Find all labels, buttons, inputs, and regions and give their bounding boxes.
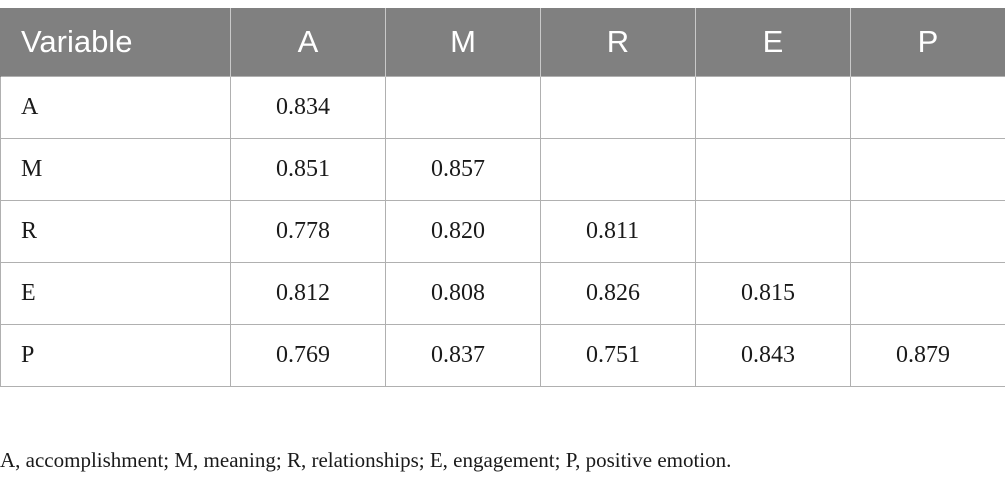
header-variable: Variable — [0, 8, 231, 77]
table-cell: 0.778 — [230, 200, 386, 263]
table-cell: 0.751 — [540, 324, 696, 387]
table-cell — [695, 76, 851, 139]
table-row: P 0.769 0.837 0.751 0.843 0.879 — [0, 324, 1005, 387]
header-e: E — [695, 8, 851, 77]
header-r: R — [540, 8, 696, 77]
table-cell: 0.808 — [385, 262, 541, 325]
correlation-table-container: Variable A M R E P A 0.834 M 0.851 0.857 — [0, 8, 1005, 387]
table-cell — [850, 138, 1005, 201]
row-label: R — [0, 200, 231, 263]
table-cell: 0.857 — [385, 138, 541, 201]
table-row: E 0.812 0.808 0.826 0.815 — [0, 262, 1005, 325]
table-cell — [695, 200, 851, 263]
table-cell — [385, 76, 541, 139]
table-cell: 0.811 — [540, 200, 696, 263]
table-cell: 0.769 — [230, 324, 386, 387]
table-cell — [850, 200, 1005, 263]
table-row: R 0.778 0.820 0.811 — [0, 200, 1005, 263]
table-cell: 0.812 — [230, 262, 386, 325]
row-label: P — [0, 324, 231, 387]
table-cell: 0.834 — [230, 76, 386, 139]
table-row: M 0.851 0.857 — [0, 138, 1005, 201]
table-cell — [850, 262, 1005, 325]
table-cell — [540, 138, 696, 201]
table-header-row: Variable A M R E P — [0, 8, 1005, 77]
table-cell: 0.815 — [695, 262, 851, 325]
header-a: A — [230, 8, 386, 77]
table-cell: 0.843 — [695, 324, 851, 387]
table-footnote: A, accomplishment; M, meaning; R, relati… — [0, 448, 732, 472]
row-label: A — [0, 76, 231, 139]
table-row: A 0.834 — [0, 76, 1005, 139]
table-cell: 0.820 — [385, 200, 541, 263]
header-m: M — [385, 8, 541, 77]
row-label: M — [0, 138, 231, 201]
correlation-table: Variable A M R E P A 0.834 M 0.851 0.857 — [0, 8, 1005, 387]
table-cell — [695, 138, 851, 201]
table-cell: 0.851 — [230, 138, 386, 201]
header-p: P — [850, 8, 1005, 77]
table-cell — [540, 76, 696, 139]
table-cell — [850, 76, 1005, 139]
table-cell: 0.879 — [850, 324, 1005, 387]
row-label: E — [0, 262, 231, 325]
table-cell: 0.837 — [385, 324, 541, 387]
table-cell: 0.826 — [540, 262, 696, 325]
